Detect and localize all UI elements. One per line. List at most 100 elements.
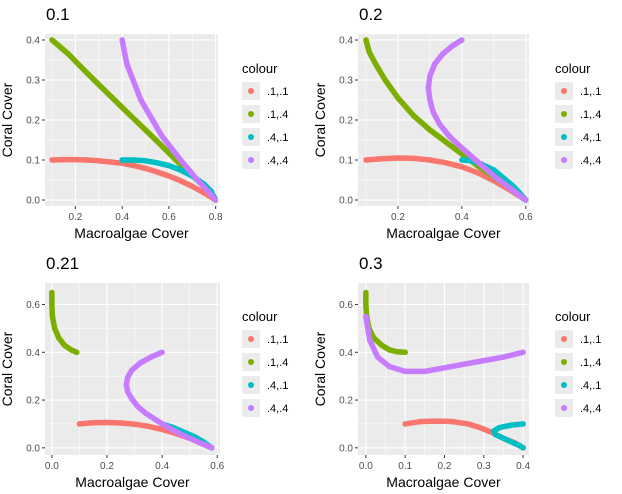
y-axis-title: Coral Cover [312,331,328,406]
data-point [516,442,522,449]
data-point [96,158,102,164]
data-point [124,388,131,395]
data-point [366,49,372,55]
data-point [121,49,128,55]
legend: colour .1,.1 .1,.4 .4,.1 .4,.4 [242,61,288,169]
legend-key-swatch [248,382,254,388]
data-point [212,197,218,203]
x-tick-label: 0.2 [68,212,82,223]
data-point [145,423,152,430]
legend-label: .1,.1 [267,334,288,346]
data-point [374,354,381,360]
x-tick-label: 0.3 [477,461,491,472]
data-point [107,159,114,165]
data-point [449,43,455,49]
data-point [427,157,433,163]
data-point [131,157,137,163]
data-point [142,165,149,172]
legend-label: .1,.4 [267,357,288,369]
data-point [363,289,369,296]
legend-key-swatch [561,157,567,163]
data-point [443,160,449,166]
chart-panel-3: 0.3 0.0 0.1 0.2 0.3 0.4 0.0 0.2 0.4 0.6 Macroalgae… [312,254,601,490]
x-tick-label: 0.4 [155,461,169,472]
y-tick-label: 0.2 [339,116,353,127]
data-point [189,183,195,190]
data-point [465,421,471,427]
data-point [72,156,79,163]
legend-key-swatch [561,88,567,94]
data-point [209,445,215,451]
data-point [56,335,62,341]
y-tick-label: 0.1 [339,156,353,167]
y-tick-label: 0.0 [339,196,353,207]
data-point [443,139,449,145]
y-axis-title: Coral Cover [0,331,15,406]
legend-label: .4,.1 [267,132,288,144]
data-point [507,185,513,191]
x-tick-label: 0.1 [398,461,412,472]
x-axis-title: Macroalgae Cover [74,225,189,241]
x-tick-label: 0.0 [45,461,59,472]
data-point [481,357,487,364]
data-point [394,349,401,355]
data-point [475,159,481,165]
legend-key-swatch [248,336,254,342]
data-point [427,97,433,103]
y-tick-label: 0.6 [339,300,353,311]
data-point [422,368,428,375]
data-point [205,189,212,195]
data-point [500,354,507,360]
legend-key-swatch [248,88,254,94]
data-point [386,347,393,353]
legend-key-swatch [248,111,254,117]
data-point [402,349,408,355]
data-point [168,145,174,151]
legend-label: .4,.4 [580,403,601,415]
panel-title: 0.2 [359,5,383,24]
legend-label: .4,.1 [580,132,601,144]
series-4-1 [490,421,526,451]
data-point [446,133,452,139]
legend-title: colour [555,61,591,76]
legend-label: .1,.4 [580,357,601,369]
legend-key-swatch [248,359,254,365]
data-point [133,85,139,91]
legend-key-swatch [561,382,567,388]
legend-label: .4,.1 [580,380,601,392]
y-tick-label: 0.4 [26,36,40,47]
x-tick-label: 0.4 [455,212,469,223]
data-point [51,325,58,332]
x-axis-title: Macroalgae Cover [386,474,501,490]
legend-key-swatch [248,405,254,411]
data-point [181,433,187,439]
data-point [154,169,160,175]
series-1-1 [49,156,218,203]
data-point [418,418,424,425]
data-point [177,167,184,173]
y-tick-label: 0.2 [339,396,353,407]
data-point [76,421,83,427]
data-point [363,301,369,308]
data-point [402,421,408,427]
x-axis-title: Macroalgae Cover [75,474,190,490]
data-point [379,156,385,162]
data-point [433,418,440,424]
legend-label: .1,.1 [267,86,288,98]
data-point [491,173,497,179]
data-point [65,51,72,57]
x-tick-label: 0.4 [115,212,129,223]
data-point [411,155,417,162]
y-tick-label: 0.3 [339,76,353,87]
data-point [523,197,529,203]
data-point [134,403,141,409]
data-point [138,97,144,103]
data-point [148,354,154,360]
legend-key-swatch [561,405,567,411]
data-point [166,173,172,179]
data-point [124,374,131,381]
x-axis-title: Macroalgae Cover [386,225,501,241]
x-tick-label: 0.6 [210,461,224,472]
data-point [167,426,174,432]
y-tick-label: 0.2 [26,116,40,127]
